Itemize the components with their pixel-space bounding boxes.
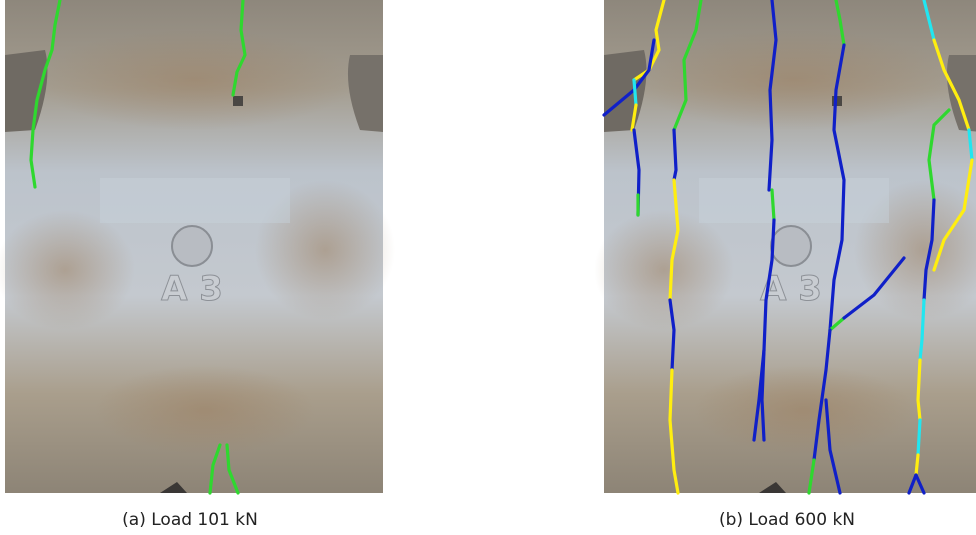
crack	[760, 348, 766, 442]
crack	[672, 0, 703, 132]
crack	[922, 0, 936, 42]
crack	[916, 358, 922, 422]
crack	[967, 128, 974, 162]
crack	[914, 473, 926, 495]
crack	[828, 43, 846, 332]
crack	[208, 443, 222, 495]
panel-a: A 3	[0, 0, 396, 495]
crack	[922, 198, 936, 302]
crack	[752, 218, 776, 442]
crack	[672, 128, 678, 182]
crack	[932, 158, 974, 272]
panel-b: A 3	[593, 0, 976, 495]
crack	[927, 108, 951, 202]
crack	[916, 418, 922, 457]
crack	[29, 0, 62, 189]
crack	[807, 458, 816, 495]
crack	[918, 298, 926, 362]
crack	[834, 0, 846, 47]
crack	[824, 398, 842, 495]
crack	[668, 298, 676, 372]
crack	[914, 453, 920, 477]
crack	[668, 178, 680, 302]
specimen-label: A 3	[161, 269, 223, 309]
crack	[812, 328, 832, 462]
crack	[828, 316, 846, 332]
caption: (a) Load 101 kN	[122, 510, 258, 530]
specimen-photo	[0, 0, 396, 494]
crack	[668, 368, 680, 495]
crack	[767, 0, 778, 192]
crack	[630, 103, 638, 132]
crack	[932, 38, 971, 132]
crack	[231, 0, 247, 97]
caption: (b) Load 600 kN	[719, 510, 855, 530]
crack	[602, 38, 656, 117]
crack	[632, 78, 638, 107]
crack	[842, 256, 906, 320]
crack	[225, 443, 240, 495]
crack	[632, 0, 666, 82]
crack	[907, 473, 918, 495]
crack	[770, 188, 776, 222]
